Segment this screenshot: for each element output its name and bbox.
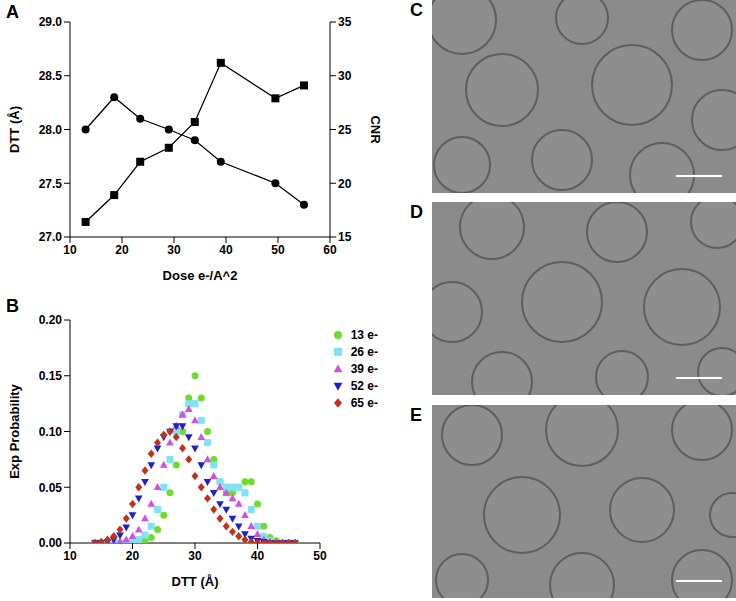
- html-text:C: C: [410, 0, 423, 20]
- html-text:A: A: [6, 2, 19, 22]
- html-text:E: E: [410, 405, 422, 425]
- svg-text:27.0: 27.0: [39, 230, 63, 244]
- svg-text:28.5: 28.5: [39, 69, 63, 83]
- html-text:26 e-: 26 e-: [350, 344, 378, 359]
- svg-text:40: 40: [219, 243, 233, 257]
- svg-text:29.0: 29.0: [39, 15, 63, 29]
- svg-text:25: 25: [338, 123, 352, 137]
- svg-text:30: 30: [338, 69, 352, 83]
- svg-text:50: 50: [271, 243, 285, 257]
- html-text:65 e-: 65 e-: [350, 395, 378, 410]
- svg-text:30: 30: [167, 243, 181, 257]
- html-text:B: B: [6, 296, 19, 316]
- svg-text:20: 20: [115, 243, 129, 257]
- html-text:52 e-: 52 e-: [350, 378, 378, 393]
- svg-text:CNR: CNR: [368, 115, 383, 144]
- svg-text:0.15: 0.15: [39, 369, 63, 383]
- html-text:13 e-: 13 e-: [350, 327, 378, 342]
- svg-text:60: 60: [323, 243, 337, 257]
- svg-text:20: 20: [126, 549, 140, 563]
- svg-text:50: 50: [313, 549, 327, 563]
- svg-text:27.5: 27.5: [39, 177, 63, 191]
- svg-text:DTT (Å): DTT (Å): [8, 106, 22, 153]
- html-text:39 e-: 39 e-: [350, 361, 378, 376]
- svg-text:0.00: 0.00: [39, 536, 63, 550]
- svg-text:Dose e-/A^2: Dose e-/A^2: [163, 268, 238, 283]
- svg-text:40: 40: [251, 549, 265, 563]
- svg-text:20: 20: [338, 177, 352, 191]
- svg-text:35: 35: [338, 15, 352, 29]
- svg-text:15: 15: [338, 230, 352, 244]
- svg-text:0.05: 0.05: [39, 481, 63, 495]
- svg-text:10: 10: [63, 549, 77, 563]
- svg-text:0.10: 0.10: [39, 425, 63, 439]
- svg-text:0.20: 0.20: [39, 313, 63, 327]
- svg-text:Exp Probability: Exp Probability: [8, 383, 22, 478]
- svg-text:30: 30: [188, 549, 202, 563]
- svg-text:DTT (Å): DTT (Å): [172, 574, 219, 589]
- svg-text:10: 10: [63, 243, 77, 257]
- html-text:D: D: [410, 202, 423, 222]
- svg-text:28.0: 28.0: [39, 123, 63, 137]
